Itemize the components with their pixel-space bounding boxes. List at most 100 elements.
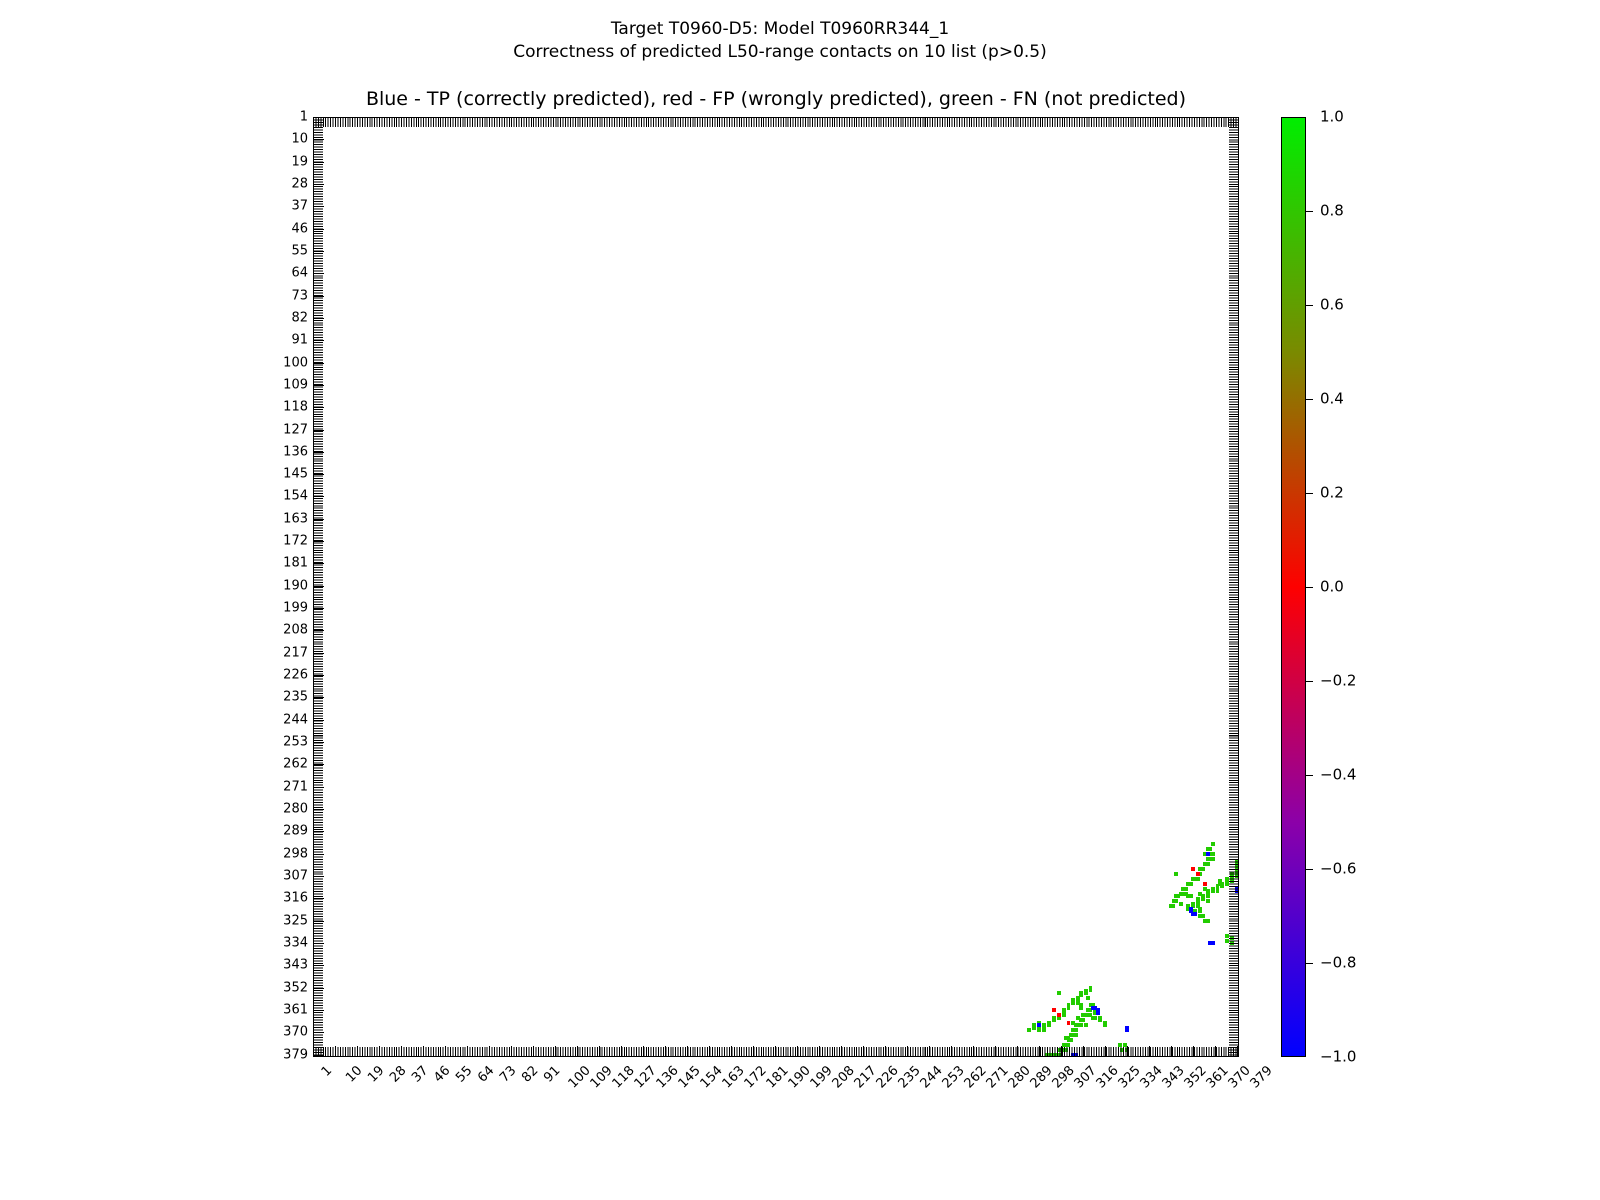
contact-point <box>1078 1023 1083 1028</box>
contact-point <box>1081 1018 1086 1023</box>
x-tick-label: 379 <box>1247 1063 1276 1092</box>
contact-point-mirror <box>1078 993 1083 998</box>
colorbar[interactable] <box>1281 117 1306 1057</box>
contact-point <box>1174 894 1178 899</box>
x-tick-label: 64 <box>475 1063 498 1086</box>
x-tick-label: 91 <box>541 1063 564 1086</box>
contact-point-mirror <box>1196 904 1200 909</box>
contact-point <box>1078 1018 1083 1023</box>
x-tick-label: 343 <box>1159 1063 1188 1092</box>
contact-point <box>1186 881 1191 886</box>
contact-point-mirror <box>1215 884 1220 889</box>
y-tick-label: 82 <box>291 310 308 326</box>
contact-point <box>1090 1015 1095 1020</box>
figure-title-block: Target T0960-D5: Model T0960RR344_1 Corr… <box>0 18 1560 64</box>
contact-point <box>1169 904 1174 909</box>
title-line-1: Target T0960-D5: Model T0960RR344_1 <box>610 19 950 39</box>
contact-point-mirror <box>1218 881 1222 886</box>
contact-point <box>1198 867 1203 871</box>
x-tick-label: 226 <box>873 1063 902 1092</box>
contact-point <box>1196 876 1200 881</box>
x-tick-label: 334 <box>1137 1063 1166 1092</box>
contact-point <box>1083 1023 1088 1028</box>
x-tick-label: 172 <box>741 1063 770 1092</box>
contact-point <box>1205 857 1210 861</box>
contact-point-mirror <box>1032 1023 1037 1028</box>
colorbar-tick-label: −0.8 <box>1320 953 1357 972</box>
y-tick-label: 172 <box>283 533 308 549</box>
x-tick-label: 37 <box>409 1063 432 1086</box>
contact-point <box>1088 1003 1093 1008</box>
contact-point-mirror <box>1078 991 1083 995</box>
contact-point <box>1208 857 1213 861</box>
y-tick-label: 73 <box>291 288 308 304</box>
contact-point <box>1210 941 1215 946</box>
contact-point <box>1122 1043 1127 1048</box>
contact-point-mirror <box>1186 906 1191 911</box>
contact-point-mirror <box>1225 881 1230 886</box>
contact-point-mirror <box>1198 891 1203 896</box>
contact-point <box>1066 1035 1071 1040</box>
x-tick-label: 235 <box>895 1063 924 1092</box>
colorbar-tick-label: −0.6 <box>1320 859 1357 878</box>
contact-point-mirror <box>1125 1028 1130 1033</box>
contact-point-mirror <box>1098 1018 1103 1023</box>
x-tick-label: 109 <box>587 1063 616 1092</box>
contact-point <box>1090 1005 1095 1010</box>
contact-point-mirror <box>1200 894 1205 899</box>
contact-point <box>1196 871 1200 876</box>
colorbar-tick-label: 0.2 <box>1320 483 1344 502</box>
contact-point-mirror <box>1093 1008 1098 1013</box>
y-tick-label: 64 <box>291 265 308 281</box>
contact-map-plot-area[interactable] <box>313 117 1239 1057</box>
contact-point <box>1205 919 1210 923</box>
contact-point-mirror <box>1037 1025 1042 1030</box>
x-tick-label: 280 <box>1005 1063 1034 1092</box>
contact-point-mirror <box>1205 894 1210 899</box>
contact-point-mirror <box>1066 1005 1071 1010</box>
y-tick-label: 379 <box>283 1047 308 1063</box>
contact-point <box>1068 1033 1073 1038</box>
contact-point <box>1183 891 1188 896</box>
contact-point-mirror <box>1042 1028 1046 1033</box>
contact-point <box>1117 1043 1122 1048</box>
contact-point <box>1176 894 1181 899</box>
x-tick-label: 316 <box>1093 1063 1122 1092</box>
contact-point <box>1178 891 1183 896</box>
x-tick-label: 28 <box>387 1063 410 1086</box>
contact-point-mirror <box>1198 909 1203 914</box>
contact-point-mirror <box>1083 991 1088 995</box>
contact-point-mirror <box>1061 1010 1066 1015</box>
contact-point-mirror <box>1215 889 1220 894</box>
contact-point-mirror <box>1203 886 1208 891</box>
contact-point-mirror <box>1051 1018 1056 1023</box>
contact-point-mirror <box>1078 1005 1083 1010</box>
contact-point <box>1210 842 1215 847</box>
y-tick-label: 352 <box>283 980 308 996</box>
y-tick-label: 325 <box>283 913 308 929</box>
contact-point-mirror <box>1076 1000 1081 1005</box>
y-tick-label: 289 <box>283 823 308 839</box>
x-tick-label: 163 <box>719 1063 748 1092</box>
contact-point-mirror <box>1225 879 1230 884</box>
contact-point <box>1174 871 1178 876</box>
y-axis-tick-labels: 1 10 19 28 37 46 55 64 73 82 91 100 109 118 127 136 145 1… <box>258 0 308 1200</box>
x-tick-label: 73 <box>497 1063 520 1086</box>
contact-point-mirror <box>1056 991 1061 995</box>
y-tick-label: 235 <box>283 689 308 705</box>
colorbar-tick-mark <box>1306 305 1313 306</box>
y-tick-label: 190 <box>283 578 308 594</box>
contact-point-mirror <box>1098 1015 1103 1020</box>
contact-point-mirror <box>1037 1028 1042 1033</box>
colorbar-tick-labels: 1.0 0.8 0.6 0.4 0.2 0.0 −0.2 −0.4 −0.6 −0.8 −1.0 <box>1306 0 1386 1200</box>
contact-point <box>1205 852 1210 857</box>
x-tick-label: 307 <box>1071 1063 1100 1092</box>
contact-point <box>1064 1035 1068 1040</box>
x-tick-label: 217 <box>851 1063 880 1092</box>
contact-point <box>1191 911 1196 916</box>
y-tick-label: 253 <box>283 734 308 750</box>
contact-point-mirror <box>1076 995 1081 1000</box>
y-tick-label: 1 <box>299 109 308 125</box>
contact-point-mirror <box>1205 891 1210 896</box>
contact-point <box>1178 901 1183 906</box>
